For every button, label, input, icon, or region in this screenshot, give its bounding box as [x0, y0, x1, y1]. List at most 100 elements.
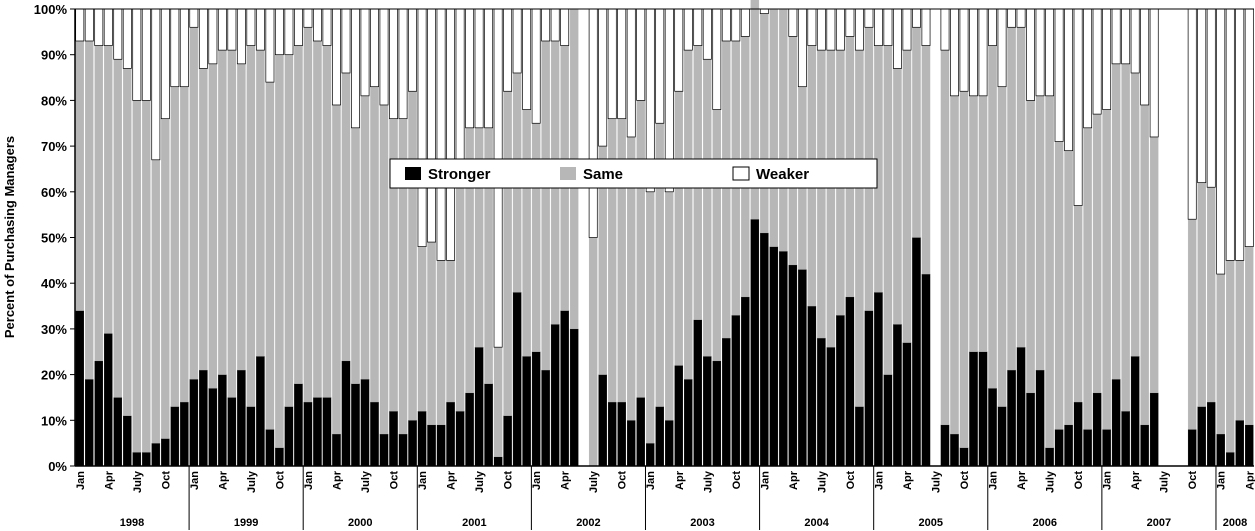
bar-stronger [132, 452, 142, 467]
bar-same [722, 40, 731, 339]
bar-weaker [446, 8, 456, 261]
bar-weaker [950, 8, 959, 97]
bar-same [1187, 219, 1197, 430]
bar-stronger [1007, 369, 1016, 467]
x-tick-label: Apr [560, 470, 572, 490]
bar-stronger [379, 433, 389, 467]
bar-stronger [798, 269, 807, 467]
bar-stronger [769, 246, 779, 467]
x-tick-label: Apr [788, 470, 800, 490]
bar-stronger [1092, 392, 1102, 467]
bar-same [1073, 205, 1083, 403]
bar-stronger [161, 438, 170, 467]
bar-stronger [1016, 347, 1026, 467]
bar-weaker [84, 8, 94, 42]
bar-same [912, 27, 921, 238]
y-tick-label: 80% [41, 93, 67, 108]
bar-stronger [893, 324, 902, 467]
bar-same [646, 191, 655, 444]
x-tick-label: Jan [303, 471, 315, 490]
bar-same [199, 68, 208, 371]
bar-stronger [845, 296, 855, 467]
bar-same [674, 91, 683, 366]
bar-weaker [398, 8, 408, 120]
bar-same [921, 45, 931, 275]
bar-weaker [455, 8, 465, 174]
bar-weaker [474, 8, 484, 129]
bar-same [1054, 141, 1064, 430]
x-tick-label: Oct [1073, 471, 1085, 490]
bar-weaker [465, 8, 475, 129]
bar-stronger [408, 420, 417, 467]
bar-weaker [208, 8, 218, 65]
bar-weaker [103, 8, 113, 46]
bar-weaker [807, 8, 817, 46]
legend-label-stronger: Stronger [428, 166, 491, 183]
bar-stronger [294, 383, 303, 467]
bar-weaker [1187, 8, 1197, 220]
bar-same [132, 100, 142, 453]
x-tick-label: Oct [959, 471, 971, 490]
bar-stronger [779, 251, 788, 467]
bar-stronger [940, 424, 950, 467]
x-tick-label: July [132, 470, 144, 493]
bar-stronger [978, 351, 988, 467]
x-axis: Jan Apr July Oct 1998 Jan Apr July Oct 1999 Jan Apr… [74, 8, 1255, 530]
legend-swatch-weaker [732, 166, 750, 181]
bar-same [256, 49, 265, 357]
bar-same [208, 63, 218, 389]
bar-same [246, 45, 256, 407]
bar-stronger [874, 292, 883, 467]
bar-stronger [959, 447, 969, 467]
bar-stronger [817, 337, 826, 467]
bar-same [531, 123, 541, 352]
y-tick-label: 20% [41, 368, 67, 383]
bar-stronger [1064, 424, 1073, 467]
bar-same [684, 49, 693, 380]
x-tick-label: Oct [845, 471, 857, 490]
bar-same [189, 27, 199, 380]
bar-stronger [313, 397, 322, 467]
bar-same [370, 86, 379, 403]
bar-weaker [617, 8, 627, 120]
bar-stronger [969, 351, 978, 467]
bar-stronger [807, 305, 817, 467]
bar-weaker [626, 8, 636, 138]
bar-same [750, 0, 760, 220]
bar-same [978, 95, 988, 352]
bar-stronger [1140, 424, 1149, 467]
bar-weaker [1083, 8, 1093, 129]
bar-same [408, 91, 417, 421]
bar-same [779, 8, 788, 252]
bar-weaker [893, 8, 902, 69]
bar-stronger [731, 315, 741, 467]
bar-same [1035, 95, 1045, 371]
y-tick-label: 90% [41, 48, 67, 63]
y-tick-label: 30% [41, 322, 67, 337]
y-tick-label: 10% [41, 413, 67, 428]
bar-stronger [503, 415, 512, 467]
bar-stronger [170, 406, 180, 467]
bar-same [85, 40, 94, 380]
bar-weaker [550, 8, 560, 42]
bar-weaker [294, 8, 303, 46]
year-label: 2006 [1033, 517, 1057, 529]
bar-same [788, 36, 798, 266]
bar-weaker [588, 8, 598, 238]
bar-stronger [617, 401, 626, 467]
bar-weaker [113, 8, 123, 60]
bar-weaker [189, 8, 199, 28]
bar-series [75, 0, 1254, 467]
x-tick-label: Jan [759, 471, 771, 490]
bar-same [950, 95, 959, 435]
bar-weaker [436, 8, 446, 261]
bar-weaker [522, 8, 532, 110]
bar-weaker [636, 8, 646, 101]
bar-same [1235, 260, 1244, 421]
bar-same [1007, 27, 1016, 371]
bar-stronger [351, 383, 360, 467]
bar-same [360, 95, 370, 380]
x-tick-label: Jan [988, 471, 1000, 490]
bar-same [427, 241, 436, 426]
legend-box [389, 158, 878, 189]
